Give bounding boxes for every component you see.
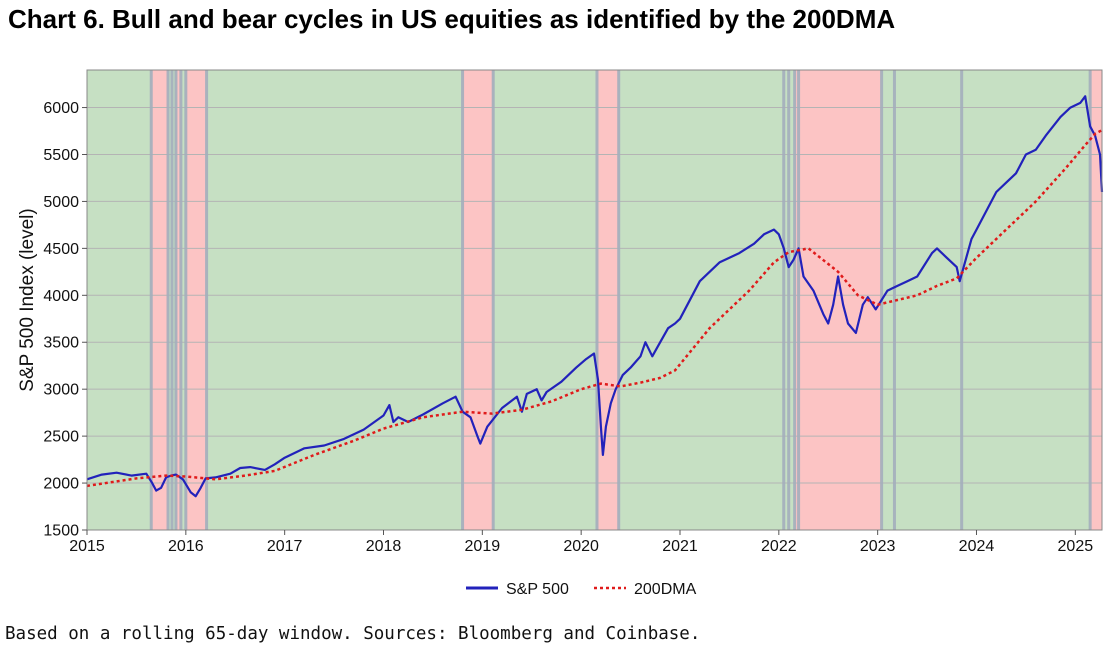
bear-regime-0: [151, 70, 169, 530]
x-tick-label-2025: 2025: [1058, 538, 1094, 555]
series-sp500-line: [86, 95, 1104, 498]
transition-marker-10: [617, 70, 621, 530]
y-tick-label-1500: 1500: [43, 523, 79, 540]
transition-marker-13: [793, 70, 797, 530]
transition-marker-17: [960, 70, 964, 530]
series-200dma-line: [86, 128, 1103, 488]
legend-sp500-label: S&P 500: [506, 581, 569, 598]
chart: 1500 2000 2500 3000 3500 4000 4500 5000 5500 6000…: [17, 69, 1104, 598]
bull-regime-area: [87, 70, 1102, 530]
bear-regime-4: [596, 70, 619, 530]
transition-marker-4: [179, 70, 183, 530]
legend: S&P 500 200DMA: [466, 581, 697, 598]
transition-marker-16: [892, 70, 896, 530]
y-tick-label-5000: 5000: [43, 194, 79, 211]
transition-marker-0: [149, 70, 153, 530]
x-tick-label-2019: 2019: [465, 538, 501, 555]
transition-marker-11: [782, 70, 786, 530]
chart-title: Chart 6. Bull and bear cycles in US equi…: [8, 4, 896, 34]
transition-marker-5: [184, 70, 188, 530]
transition-marker-8: [491, 70, 495, 530]
transition-marker-3: [174, 70, 178, 530]
plot-frame: [86, 69, 1103, 531]
axes: 1500 2000 2500 3000 3500 4000 4500 5000 5500 6000…: [43, 100, 1093, 555]
legend-200dma-label: 200DMA: [634, 581, 697, 598]
y-tick-label-2000: 2000: [43, 476, 79, 493]
footnote: Based on a rolling 65-day window. Source…: [5, 624, 701, 644]
x-tick-label-2017: 2017: [267, 538, 303, 555]
transition-marker-14: [797, 70, 801, 530]
x-tick-label-2023: 2023: [860, 538, 896, 555]
y-axis-label: S&P 500 Index (level): [17, 208, 38, 391]
bear-regime-6: [1090, 70, 1102, 530]
x-tick-label-2024: 2024: [959, 538, 995, 555]
bear-regime-3: [462, 70, 494, 530]
y-tick-label-3000: 3000: [43, 382, 79, 399]
y-tick-label-3500: 3500: [43, 335, 79, 352]
x-tick-label-2021: 2021: [662, 538, 698, 555]
bear-regime-1: [175, 70, 181, 530]
transition-marker-7: [461, 70, 465, 530]
y-tick-label-6000: 6000: [43, 100, 79, 117]
y-tick-label-2500: 2500: [43, 429, 79, 446]
x-tick-label-2020: 2020: [563, 538, 599, 555]
transition-marker-9: [595, 70, 599, 530]
bear-regime-2: [185, 70, 207, 530]
y-tick-label-4500: 4500: [43, 241, 79, 258]
series-lines: [86, 95, 1104, 498]
x-tick-label-2022: 2022: [761, 538, 797, 555]
y-tick-label-4000: 4000: [43, 288, 79, 305]
transition-marker-6: [205, 70, 209, 530]
gridlines: [87, 107, 1102, 531]
x-tick-label-2016: 2016: [168, 538, 204, 555]
transition-marker-2: [170, 70, 174, 530]
transition-marker-18: [1088, 70, 1092, 530]
x-tick-label-2015: 2015: [69, 538, 105, 555]
y-tick-label-5500: 5500: [43, 147, 79, 164]
x-tick-label-2018: 2018: [366, 538, 402, 555]
transition-marker-12: [787, 70, 791, 530]
regime-shading: [87, 70, 1102, 530]
transition-marker-1: [166, 70, 170, 530]
